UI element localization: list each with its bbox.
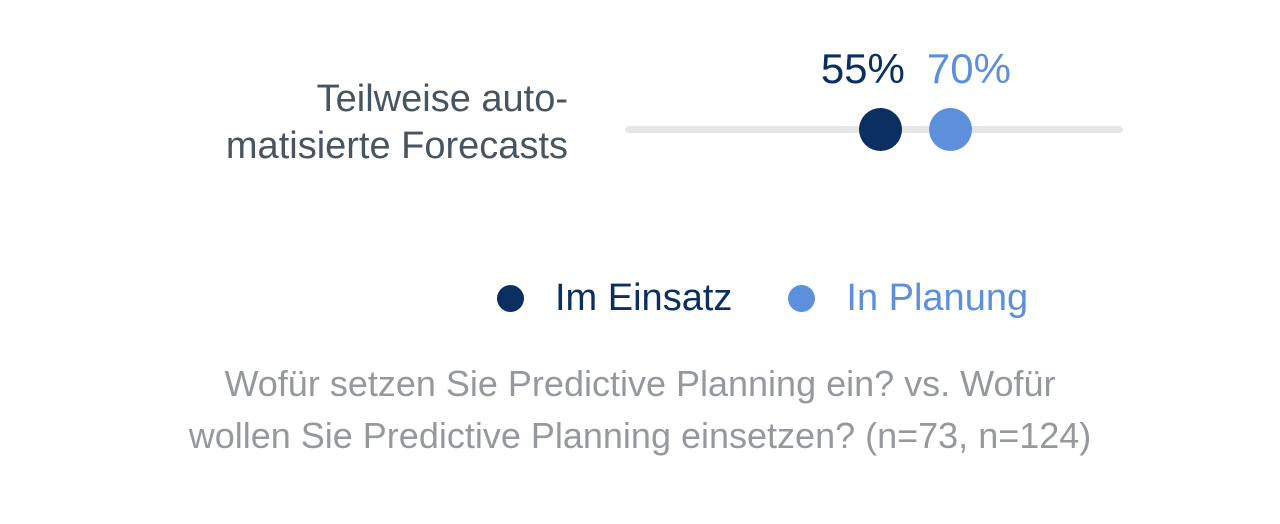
marker-dot-in-planung (929, 108, 973, 151)
value-labels: 55% 70% (821, 48, 1011, 90)
category-label: Teilweise auto- matisierte Forecasts (225, 78, 568, 167)
legend-item-in-planung: In Planung (788, 275, 1028, 321)
legend: Im Einsatz In Planung (497, 275, 1028, 321)
legend-dot-in-planung (788, 284, 816, 312)
value-label-in-planung: 70% (926, 45, 1011, 92)
legend-item-im-einsatz: Im Einsatz (497, 275, 732, 321)
source-question-caption: Wofür setzen Sie Predictive Planning ein… (188, 363, 1092, 456)
legend-dot-im-einsatz (497, 284, 524, 312)
value-label-im-einsatz: 55% (820, 45, 905, 92)
legend-label-in-planung: In Planung (846, 277, 1029, 319)
legend-label-im-einsatz: Im Einsatz (555, 277, 733, 319)
marker-dot-im-einsatz (859, 108, 903, 151)
